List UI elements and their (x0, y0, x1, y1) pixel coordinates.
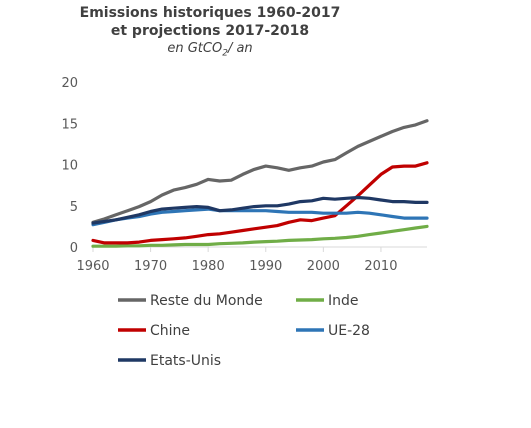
chart-series-lines (91, 119, 429, 248)
legend-label-reste-du-monde: Reste du Monde (150, 293, 263, 309)
series-line-inde (91, 224, 429, 248)
x-tick-label: 2000 (307, 259, 340, 274)
subtitle-prefix: en GtCO (167, 41, 223, 56)
legend-label-chine: Chine (150, 323, 190, 339)
series-line-etats-unis (91, 195, 429, 225)
series-line-reste-du-monde (91, 119, 429, 224)
x-tick-label: 1960 (76, 259, 109, 274)
chart-subtitle: en GtCO2/ an (0, 40, 420, 63)
y-tick-label: 0 (70, 241, 78, 256)
chart-title-block: Emissions historiques 1960-2017 et proje… (0, 4, 420, 63)
legend-label-etats-unis: Etats-Unis (150, 353, 221, 369)
y-tick-label: 10 (61, 159, 78, 174)
series-line-ue-28 (91, 207, 429, 227)
x-tick-label: 1990 (249, 259, 282, 274)
legend-label-ue-28: UE-28 (328, 323, 370, 339)
x-tick-label: 1970 (134, 259, 167, 274)
x-tick-label: 1980 (192, 259, 225, 274)
chart-title-line-2: et projections 2017-2018 (110, 23, 310, 39)
chart-axes: 0 5 10 15 20 1960 1970 1980 1990 2000 2010 (61, 76, 427, 274)
y-tick-label: 5 (70, 200, 78, 215)
subtitle-subscript: 2 (222, 48, 228, 59)
chart-title-line-1: Emissions historiques 1960-2017 (79, 5, 341, 21)
y-tick-label: 20 (61, 76, 78, 91)
legend-label-inde: Inde (328, 293, 359, 309)
y-tick-label: 15 (61, 117, 78, 132)
x-tick-label: 2010 (364, 259, 397, 274)
chart-legend: Reste du Monde Inde Chine UE-28 Etats-Unis (118, 293, 370, 369)
series-line-chine (91, 161, 429, 245)
subtitle-suffix: / an (227, 41, 253, 56)
